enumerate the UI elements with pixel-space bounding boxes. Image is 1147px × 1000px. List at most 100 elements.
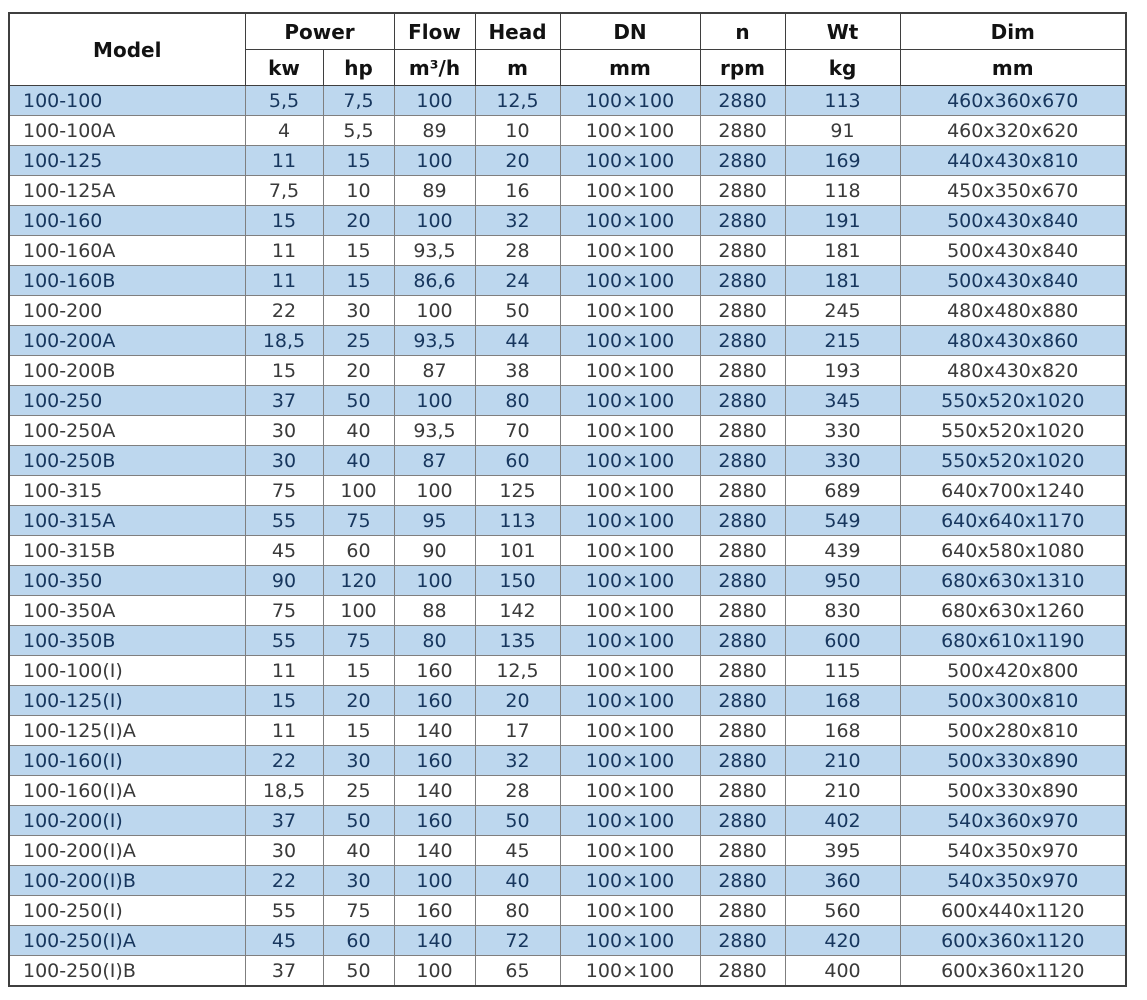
- cell-model: 100-350A: [8, 595, 246, 626]
- cell-dn: 100×100: [559, 505, 701, 536]
- cell-n: 2880: [699, 685, 786, 716]
- cell-dim: 680x610x1190: [899, 625, 1127, 656]
- table-row: 100-200(I) 37 50 160 50 100×100 2880 402 540x360…: [8, 805, 1127, 836]
- cell-dn: 100×100: [559, 565, 701, 596]
- cell-power-kw: 45: [244, 535, 324, 566]
- cell-head: 135: [474, 625, 561, 656]
- cell-dn: 100×100: [559, 415, 701, 446]
- cell-wt: 360: [784, 865, 901, 896]
- cell-power-kw: 45: [244, 925, 324, 956]
- cell-flow: 90: [393, 535, 476, 566]
- cell-dim: 480x430x820: [899, 355, 1127, 386]
- cell-dim: 500x430x840: [899, 265, 1127, 296]
- cell-model: 100-315A: [8, 505, 246, 536]
- cell-dn: 100×100: [559, 745, 701, 776]
- cell-power-kw: 75: [244, 595, 324, 626]
- table-row: 100-160 15 20 100 32 100×100 2880 191 500x430x84…: [8, 205, 1127, 236]
- cell-n: 2880: [699, 565, 786, 596]
- cell-model: 100-200(I)B: [8, 865, 246, 896]
- cell-wt: 420: [784, 925, 901, 956]
- cell-flow: 140: [393, 835, 476, 866]
- cell-flow: 100: [393, 475, 476, 506]
- cell-dim: 500x330x890: [899, 775, 1127, 806]
- unit-header-dn: mm: [559, 49, 701, 86]
- cell-dn: 100×100: [559, 625, 701, 656]
- table-row: 100-250(I)B 37 50 100 65 100×100 2880 400 600x36…: [8, 955, 1127, 987]
- cell-wt: 950: [784, 565, 901, 596]
- cell-dim: 540x360x970: [899, 805, 1127, 836]
- table-row: 100-250(I)A 45 60 140 72 100×100 2880 420 600x36…: [8, 925, 1127, 956]
- cell-n: 2880: [699, 205, 786, 236]
- cell-dn: 100×100: [559, 775, 701, 806]
- cell-n: 2880: [699, 925, 786, 956]
- spec-table: Model Power Flow Head DN n Wt Dim kw hp m³/h m mm rpm…: [8, 12, 1127, 987]
- cell-flow: 140: [393, 715, 476, 746]
- unit-header-flow: m³/h: [393, 49, 476, 86]
- cell-flow: 89: [393, 115, 476, 146]
- cell-n: 2880: [699, 865, 786, 896]
- cell-dn: 100×100: [559, 325, 701, 356]
- cell-power-kw: 18,5: [244, 325, 324, 356]
- cell-power-hp: 40: [322, 835, 395, 866]
- cell-power-hp: 15: [322, 265, 395, 296]
- cell-wt: 402: [784, 805, 901, 836]
- unit-header-head: m: [474, 49, 561, 86]
- cell-power-kw: 37: [244, 805, 324, 836]
- cell-flow: 93,5: [393, 235, 476, 266]
- cell-power-hp: 20: [322, 205, 395, 236]
- table-row: 100-250(I) 55 75 160 80 100×100 2880 560 600x440…: [8, 895, 1127, 926]
- cell-power-hp: 75: [322, 625, 395, 656]
- cell-wt: 210: [784, 775, 901, 806]
- cell-wt: 395: [784, 835, 901, 866]
- cell-power-hp: 50: [322, 805, 395, 836]
- header-row-groups: Model Power Flow Head DN n Wt Dim: [8, 12, 1127, 86]
- table-row: 100-125(I) 15 20 160 20 100×100 2880 168 500x300…: [8, 685, 1127, 716]
- cell-dn: 100×100: [559, 595, 701, 626]
- cell-power-hp: 15: [322, 145, 395, 176]
- cell-dim: 550x520x1020: [899, 445, 1127, 476]
- cell-flow: 140: [393, 775, 476, 806]
- cell-model: 100-160B: [8, 265, 246, 296]
- cell-dim: 480x430x860: [899, 325, 1127, 356]
- cell-model: 100-100A: [8, 115, 246, 146]
- cell-dn: 100×100: [559, 235, 701, 266]
- cell-head: 44: [474, 325, 561, 356]
- cell-wt: 210: [784, 745, 901, 776]
- unit-header-power-kw: kw: [244, 49, 324, 86]
- cell-head: 72: [474, 925, 561, 956]
- spec-table-body: 100-100 5,5 7,5 100 12,5 100×100 2880 113 460x36…: [8, 85, 1127, 987]
- col-header-model: Model: [8, 12, 246, 86]
- cell-model: 100-160A: [8, 235, 246, 266]
- table-row: 100-100(I) 11 15 160 12,5 100×100 2880 115 500x4…: [8, 655, 1127, 686]
- cell-wt: 830: [784, 595, 901, 626]
- cell-power-hp: 20: [322, 355, 395, 386]
- cell-flow: 100: [393, 565, 476, 596]
- cell-power-kw: 30: [244, 415, 324, 446]
- cell-flow: 140: [393, 925, 476, 956]
- cell-head: 20: [474, 145, 561, 176]
- cell-wt: 193: [784, 355, 901, 386]
- table-row: 100-350A 75 100 88 142 100×100 2880 830 680x630x…: [8, 595, 1127, 626]
- cell-head: 70: [474, 415, 561, 446]
- cell-power-kw: 11: [244, 715, 324, 746]
- cell-power-kw: 22: [244, 745, 324, 776]
- cell-head: 12,5: [474, 85, 561, 116]
- table-row: 100-315A 55 75 95 113 100×100 2880 549 640x640x1…: [8, 505, 1127, 536]
- cell-wt: 560: [784, 895, 901, 926]
- cell-power-hp: 60: [322, 925, 395, 956]
- table-row: 100-160(I) 22 30 160 32 100×100 2880 210 500x330…: [8, 745, 1127, 776]
- cell-power-kw: 30: [244, 835, 324, 866]
- cell-dn: 100×100: [559, 655, 701, 686]
- cell-flow: 160: [393, 685, 476, 716]
- cell-dim: 450x350x670: [899, 175, 1127, 206]
- cell-dim: 540x350x970: [899, 865, 1127, 896]
- cell-n: 2880: [699, 265, 786, 296]
- cell-flow: 80: [393, 625, 476, 656]
- table-row: 100-350B 55 75 80 135 100×100 2880 600 680x610x1…: [8, 625, 1127, 656]
- cell-power-hp: 7,5: [322, 85, 395, 116]
- cell-model: 100-250: [8, 385, 246, 416]
- cell-head: 50: [474, 805, 561, 836]
- cell-head: 10: [474, 115, 561, 146]
- cell-head: 142: [474, 595, 561, 626]
- cell-model: 100-315B: [8, 535, 246, 566]
